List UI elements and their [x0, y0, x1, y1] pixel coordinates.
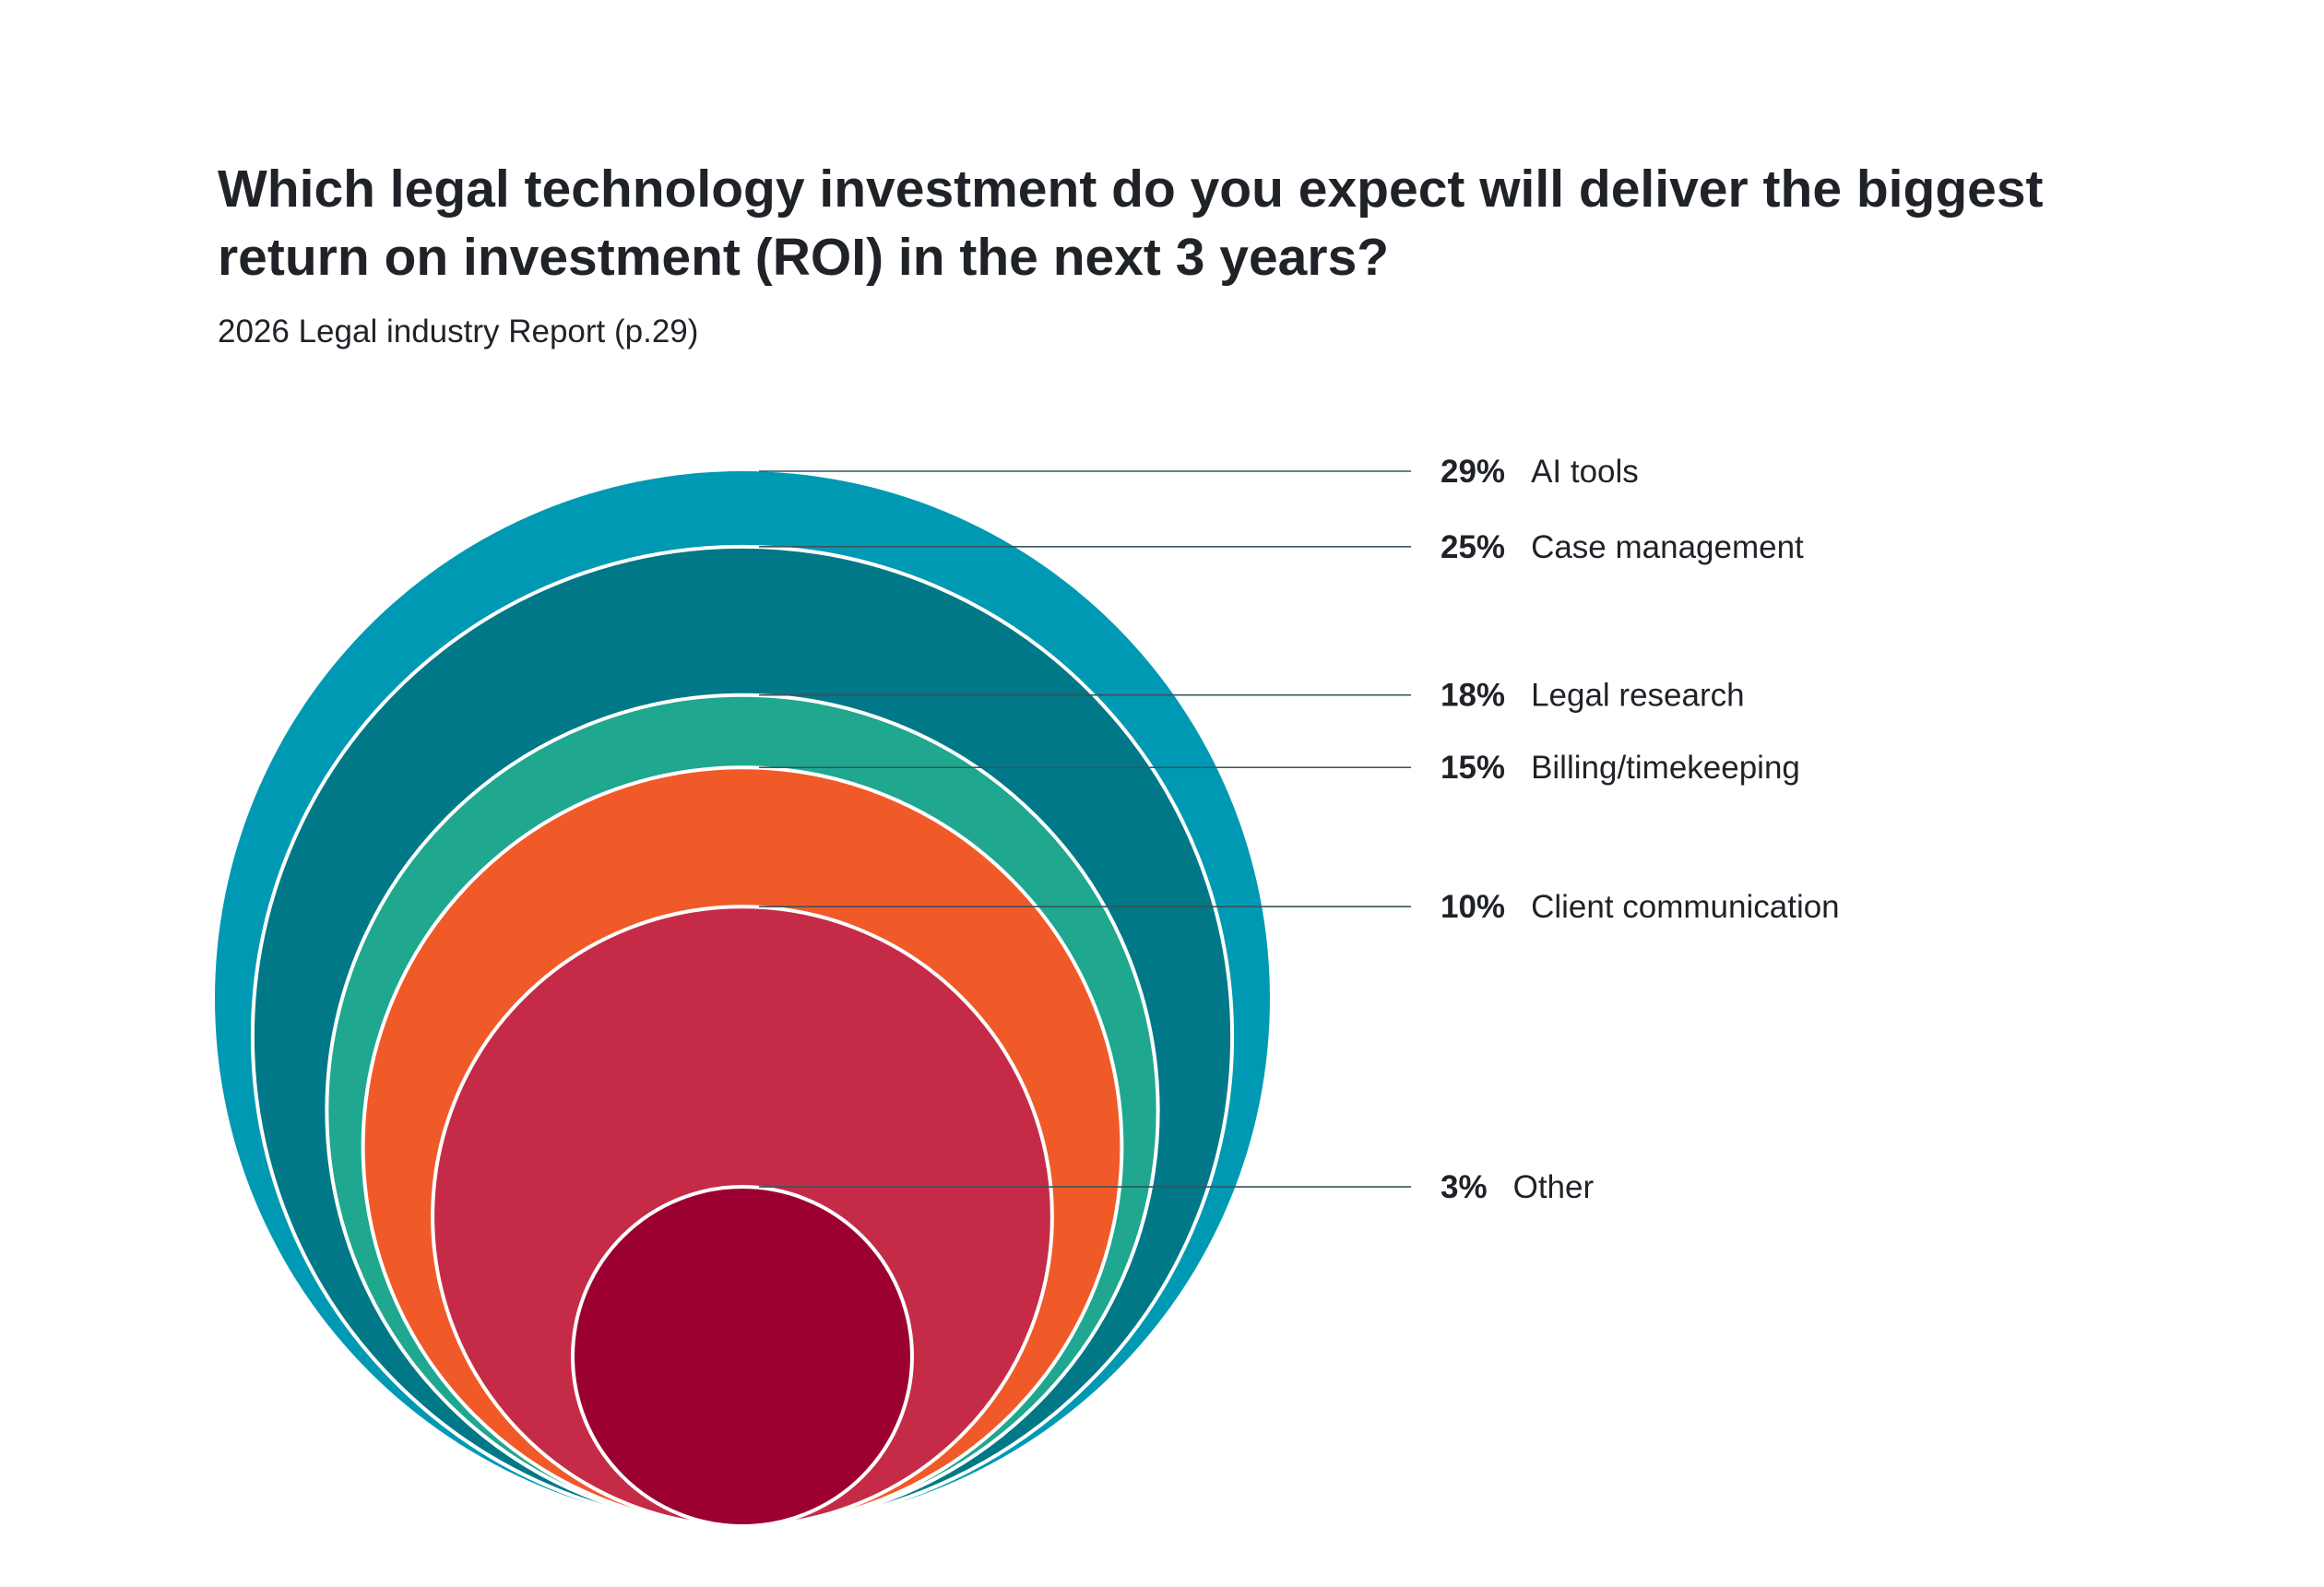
chart-header: Which legal technology investment do you… — [218, 155, 2154, 352]
category-label-client-communication: Client communication — [1531, 889, 1840, 925]
category-label-ai-tools: AI tools — [1531, 454, 1639, 490]
label-ai-tools: 29% AI tools — [1441, 454, 1639, 490]
label-case-management: 25% Case management — [1441, 528, 1804, 564]
label-other: 3% Other — [1441, 1169, 1594, 1205]
value-label-ai-tools: 29% — [1441, 454, 1505, 490]
bubble-other — [571, 1185, 914, 1529]
value-label-other: 3% — [1441, 1169, 1488, 1205]
label-client-communication: 10% Client communication — [1441, 889, 1840, 925]
label-layer: 29% AI tools 25% Case management 18% Legal re… — [1441, 454, 1840, 1205]
category-label-legal-research: Legal research — [1531, 677, 1745, 713]
label-billing-timekeeping: 15% Billing/timekeeping — [1441, 750, 1800, 786]
value-label-case-management: 25% — [1441, 528, 1505, 564]
bubble-layer — [215, 471, 1270, 1529]
chart-subtitle: 2026 Legal industry Report (p.29) — [218, 314, 699, 349]
leader-line-layer — [759, 470, 1411, 1188]
value-label-legal-research: 18% — [1441, 677, 1505, 713]
category-label-billing-timekeeping: Billing/timekeeping — [1531, 750, 1800, 786]
value-label-billing-timekeeping: 15% — [1441, 750, 1505, 786]
chart-title: Which legal technology investment do you… — [218, 160, 2044, 287]
category-label-other: Other — [1513, 1169, 1595, 1205]
label-legal-research: 18% Legal research — [1441, 677, 1745, 713]
value-label-client-communication: 10% — [1441, 889, 1505, 925]
category-label-case-management: Case management — [1531, 528, 1804, 564]
